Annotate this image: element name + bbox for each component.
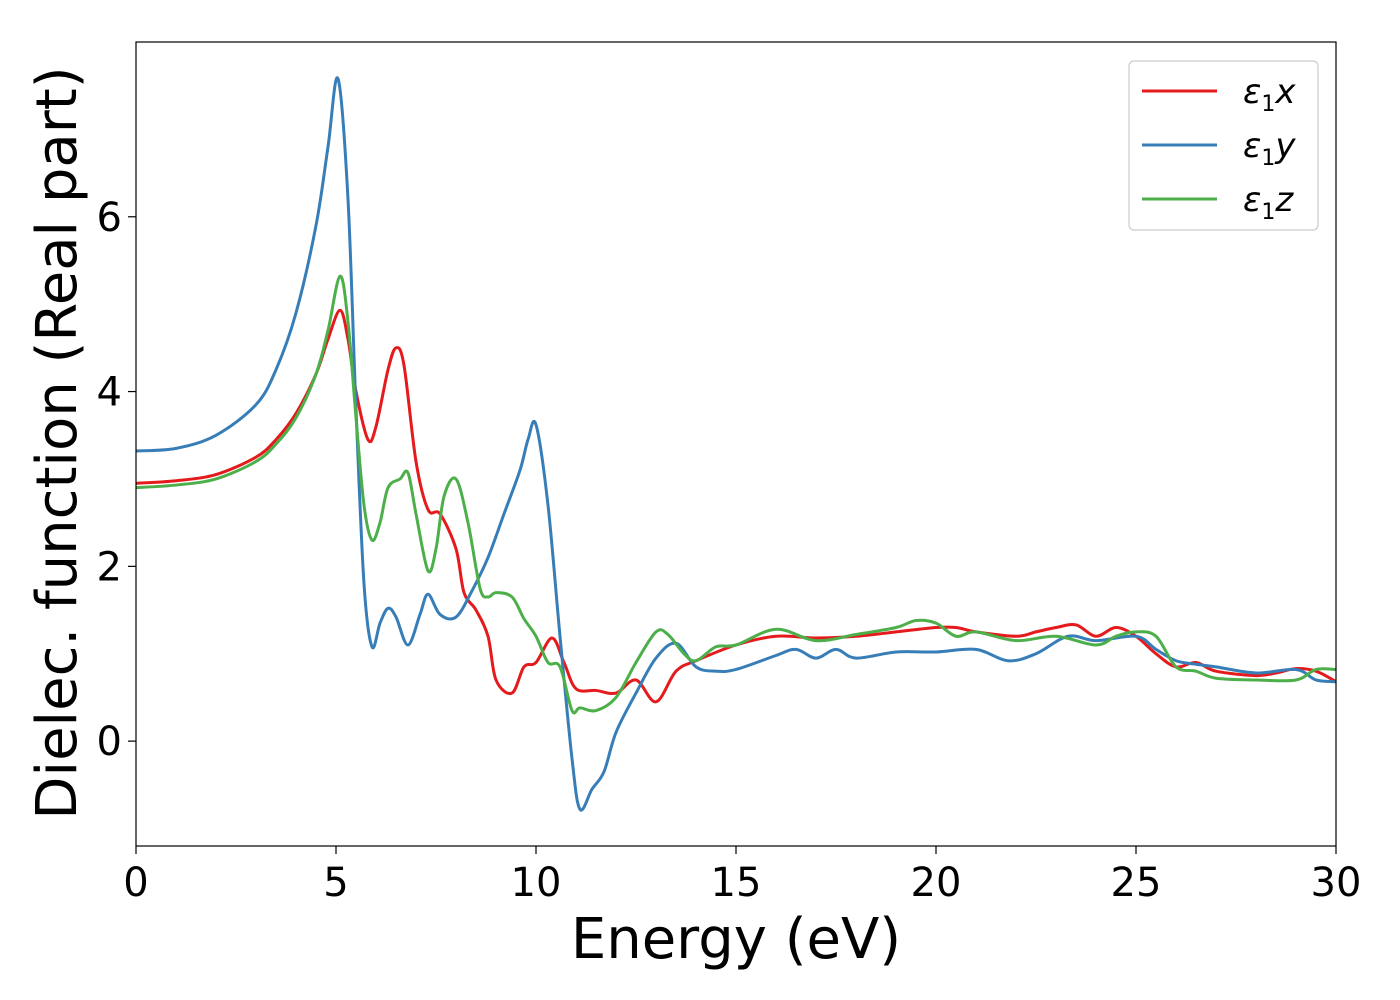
x-tick-label: 5 <box>323 860 348 906</box>
series-line-z <box>136 274 1336 715</box>
x-tick-label: 10 <box>511 860 562 906</box>
x-tick-label: 0 <box>123 860 148 906</box>
y-tick-label: 4 <box>97 370 122 416</box>
x-tick-label: 20 <box>911 860 962 906</box>
y-tick-label: 6 <box>97 195 122 241</box>
legend-label-y: ε1y <box>1243 126 1296 171</box>
plot-frame <box>135 41 1337 847</box>
x-axis-title: Energy (eV) <box>571 907 901 972</box>
legend-label-x: ε1x <box>1243 72 1296 117</box>
x-tick-label: 30 <box>1311 860 1362 906</box>
y-tick-label: 2 <box>97 544 122 590</box>
x-axis-ticks: 0 5 10 15 20 25 30 <box>123 846 1361 906</box>
x-tick-label: 25 <box>1111 860 1162 906</box>
plot-lines <box>136 76 1336 812</box>
y-axis-title: Dielec. function (Real part) <box>25 66 90 819</box>
legend-box <box>1128 60 1319 231</box>
x-tick-label: 15 <box>711 860 762 906</box>
y-tick-label: 0 <box>97 719 122 765</box>
series-line-x <box>136 308 1336 704</box>
legend-label-z: ε1z <box>1243 180 1294 225</box>
legend: ε1x ε1y ε1z <box>1128 60 1319 231</box>
y-axis-ticks: 0 2 4 6 <box>97 195 136 765</box>
series-line-y <box>136 76 1336 812</box>
